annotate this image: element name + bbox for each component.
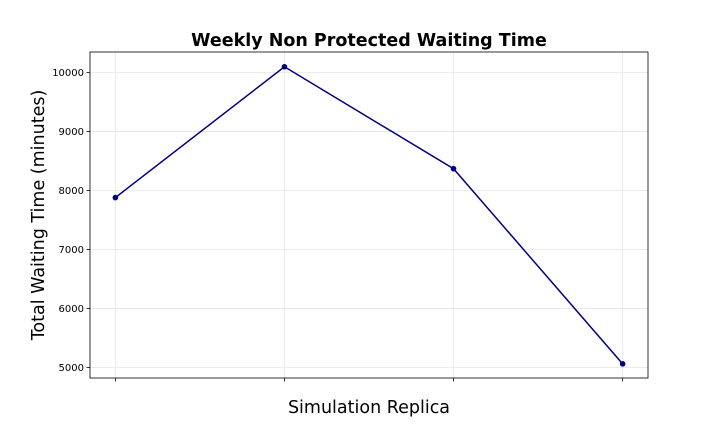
y-tick-label: 5000 xyxy=(59,363,84,374)
chart-title: Weekly Non Protected Waiting Time xyxy=(191,31,547,51)
data-point xyxy=(281,63,288,70)
data-point xyxy=(112,194,119,201)
x-axis-label: Simulation Replica xyxy=(288,398,450,418)
grid xyxy=(90,52,648,378)
y-tick-label: 6000 xyxy=(59,304,84,315)
series-layer xyxy=(112,63,626,367)
plot-frame xyxy=(89,51,649,379)
axis-ticks: 5000 6000 7000 8000 9000 10000 xyxy=(52,68,624,382)
y-axis-label: Total Waiting Time (minutes) xyxy=(29,90,49,342)
y-tick-label: 7000 xyxy=(59,245,84,256)
y-tick-label: 8000 xyxy=(59,186,84,197)
data-point xyxy=(619,361,626,367)
data-point xyxy=(450,165,457,172)
y-tick-label: 10000 xyxy=(52,68,84,79)
y-tick-label: 9000 xyxy=(59,127,84,138)
series-line xyxy=(114,65,624,365)
